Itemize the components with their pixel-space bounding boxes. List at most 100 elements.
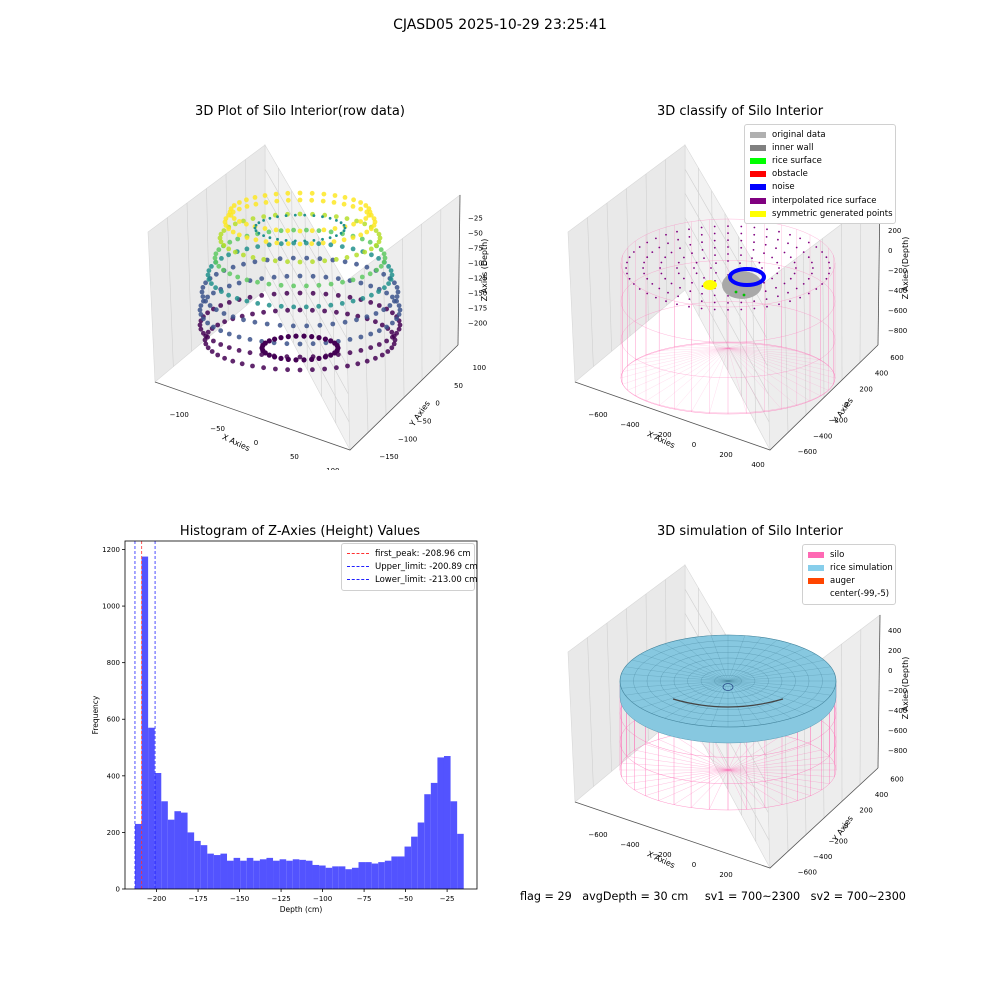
data-point (197, 307, 203, 313)
silo-wire (727, 347, 747, 414)
data-point (236, 206, 242, 212)
silo-wire (727, 735, 783, 771)
x-tick-label: −600 (588, 411, 607, 419)
interpolated-point (795, 246, 798, 249)
interpolated-point (775, 247, 777, 250)
data-point (221, 243, 227, 248)
interpolated-point (787, 291, 789, 294)
histogram-bar (213, 855, 221, 889)
data-point (390, 294, 395, 300)
interpolated-point (807, 277, 810, 280)
data-point (212, 255, 218, 261)
interpolated-point (715, 262, 717, 264)
data-point (396, 303, 402, 308)
data-point (199, 289, 205, 295)
data-point (201, 316, 206, 322)
data-point (384, 338, 389, 344)
rice-mesh (710, 635, 729, 682)
symmetric-points (703, 280, 717, 290)
data-point (395, 289, 401, 295)
y-tick-label: 200 (107, 829, 120, 837)
data-point (322, 258, 328, 264)
legend-label: auger (830, 575, 855, 586)
interpolated-point (727, 295, 729, 297)
data-point (285, 197, 291, 203)
silo-wire (634, 749, 729, 771)
data-point (217, 235, 223, 241)
z-tick-label: −100 (468, 260, 487, 268)
data-point (284, 290, 290, 296)
rice-mesh (640, 680, 729, 709)
silo-wire (727, 769, 783, 805)
y-tick-label: −400 (813, 853, 832, 861)
noise-points (728, 267, 766, 287)
interpolated-point (660, 261, 663, 264)
interpolated-point (802, 283, 805, 285)
interpolated-point (783, 282, 786, 285)
data-point (339, 231, 343, 235)
rice-mesh (710, 680, 729, 727)
data-point (303, 213, 307, 217)
interpolated-point (828, 261, 830, 264)
rice-mesh (625, 666, 729, 682)
data-point (392, 298, 397, 304)
data-point (342, 223, 346, 227)
legend-swatch (750, 144, 766, 151)
status-line: flag = 29 avgDepth = 30 cm sv1 = 700~230… (520, 890, 913, 903)
legend-item: interpolated rice surface (750, 194, 890, 207)
data-point (253, 226, 257, 230)
data-point (297, 228, 303, 234)
silo-wire (691, 344, 729, 349)
silo-wire (727, 347, 765, 412)
raw-plot-title: 3D Plot of Silo Interior(row data) (195, 104, 405, 119)
grid-line (665, 159, 667, 306)
data-point (394, 316, 399, 322)
interpolated-point (815, 246, 818, 248)
axis-line (574, 767, 879, 869)
silo-wire (727, 739, 798, 771)
data-point (351, 197, 356, 203)
data-point (387, 303, 393, 308)
data-point (239, 361, 245, 367)
interpolated-point (700, 233, 703, 236)
data-point (312, 239, 316, 242)
rice-mesh (727, 680, 778, 723)
interpolated-point (701, 241, 703, 244)
interpolated-point (740, 308, 743, 311)
data-point (266, 338, 272, 344)
silo-wire (727, 347, 834, 385)
histogram-bar (371, 863, 379, 889)
data-point (304, 323, 310, 329)
data-point (364, 314, 370, 320)
grid-line (264, 169, 347, 311)
legend-item: rice surface (750, 154, 890, 167)
interpolated-point (740, 232, 743, 235)
grid-line (186, 202, 192, 352)
data-point (226, 226, 232, 232)
interpolated-point (765, 298, 768, 300)
data-point (231, 216, 237, 221)
interpolated-point (787, 242, 789, 245)
data-point (389, 272, 395, 278)
silo-wire (622, 347, 729, 385)
data-point (376, 256, 381, 261)
z-tick-label: 200 (888, 647, 901, 655)
interpolated-point (651, 251, 654, 254)
rice-mesh (727, 666, 831, 682)
grid-line (645, 173, 649, 321)
data-point (396, 326, 402, 332)
data-point (237, 219, 242, 224)
x-tick-label: −50 (398, 895, 413, 903)
histogram-bar (292, 859, 300, 889)
silo-wire (727, 347, 782, 410)
legend-label: center(-99,-5) (830, 589, 890, 600)
legend-item: Lower_limit: -213.00 cm (347, 573, 477, 586)
rice-mesh (727, 673, 835, 682)
data-point (351, 221, 356, 227)
data-point (297, 273, 303, 279)
data-point (316, 241, 322, 247)
data-point (213, 285, 219, 291)
data-point (284, 214, 288, 218)
data-point (259, 293, 265, 298)
data-point (284, 239, 288, 242)
